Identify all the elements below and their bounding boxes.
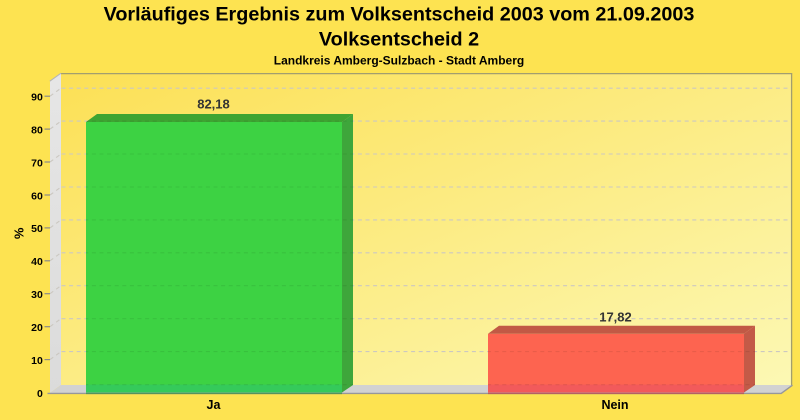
svg-text:80: 80 xyxy=(31,124,43,136)
svg-text:60: 60 xyxy=(31,190,43,202)
svg-text:20: 20 xyxy=(31,322,43,334)
svg-text:Vorläufiges Ergebnis zum Volks: Vorläufiges Ergebnis zum Volksentscheid … xyxy=(104,4,695,26)
svg-text:%: % xyxy=(12,227,27,239)
svg-text:70: 70 xyxy=(31,157,43,169)
svg-text:82,18: 82,18 xyxy=(197,97,230,112)
svg-text:Landkreis Amberg-Sulzbach - St: Landkreis Amberg-Sulzbach - Stadt Amberg xyxy=(274,54,524,68)
svg-text:40: 40 xyxy=(31,256,43,268)
svg-text:30: 30 xyxy=(31,289,43,301)
svg-text:Ja: Ja xyxy=(207,398,222,412)
svg-text:0: 0 xyxy=(37,388,43,400)
svg-text:50: 50 xyxy=(31,223,43,235)
svg-text:10: 10 xyxy=(31,355,43,367)
svg-text:Nein: Nein xyxy=(601,398,628,412)
svg-text:Volksentscheid 2: Volksentscheid 2 xyxy=(319,29,479,51)
svg-text:17,82: 17,82 xyxy=(599,310,632,325)
svg-text:90: 90 xyxy=(31,92,43,104)
